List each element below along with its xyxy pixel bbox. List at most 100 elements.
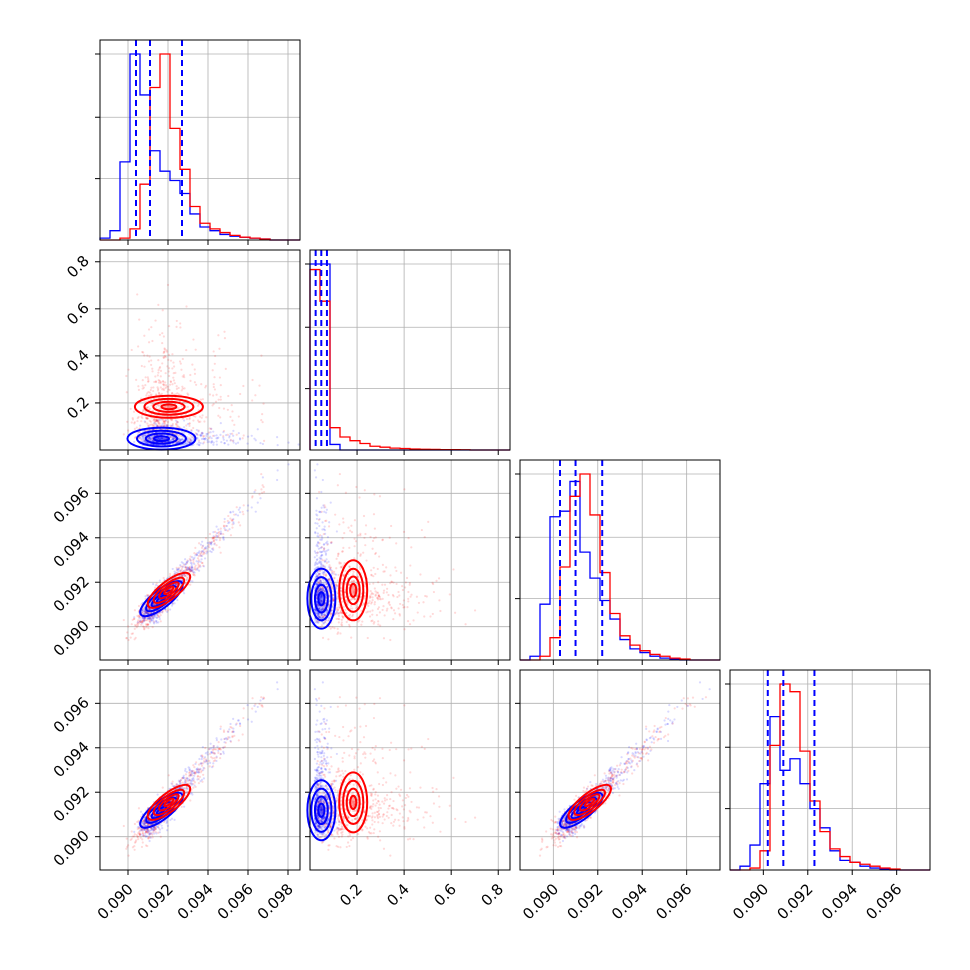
scatter-p1-p2-red-point [146,392,149,395]
scatter-p2-p3-red-point [340,621,343,624]
scatter-p1-p2-red-point [166,283,170,287]
scatter-p2-p3-blue-point [323,529,327,532]
scatter-p1-p4-red-point [180,805,183,808]
scatter-p1-p2-red-point [171,353,174,356]
scatter-p2-p3-red-point [427,520,430,523]
scatter-p1-p2-blue-point [166,424,170,427]
scatter-p2-p3-blue-point [317,547,320,550]
scatter-p1-p3-red-point [133,627,136,630]
scatter-p1-p2-red-point [147,424,150,427]
scatter-p1-p3-red-point [235,506,238,509]
scatter-p1-p3-blue-point [152,617,155,620]
scatter-p1-p4-red-point [192,786,195,789]
scatter-p2-p3-red-point [464,623,467,626]
scatter-p1-p2-red-point [214,354,217,358]
scatter-p1-p2-red-point [192,426,195,430]
scatter-p1-p3-red-point [215,544,218,547]
scatter-p1-p3-blue-point [201,549,204,552]
scatter-p1-p2-red-point [125,374,128,378]
scatter-p1-p2-red-point [201,414,204,417]
scatter-p2-p3-blue-point [315,509,318,512]
scatter-p1-p2-red-point [186,405,189,408]
scatter-p1-p2-red-point [166,423,169,426]
scatter-p1-p2-red-point [231,439,234,443]
scatter-p2-p3-red-point [379,624,382,627]
scatter-p2-p3-red-point [398,614,402,617]
scatter-p1-p2-red-point [213,376,216,379]
scatter-p2-p3-red-point [334,513,337,516]
scatter-p1-p2-blue-point [199,435,203,438]
scatter-p2-p3-red-point [452,568,455,571]
scatter-p2-p3-red-point [348,613,352,616]
scatter-p1-p3-red-point [137,619,140,622]
scatter-p2-p3-blue-point [324,532,327,535]
scatter-p1-p2-blue-point [192,438,195,441]
scatter-p2-p3-red-point [386,587,389,590]
scatter-p1-p2-blue-point [175,441,179,444]
scatter-p1-p3-blue-point [254,510,257,513]
scatter-p2-p3-red-point [410,546,413,549]
scatter-p1-p3-blue-point [148,616,151,620]
scatter-p2-p3-blue-point [330,541,333,545]
scatter-p1-p2-red-point [231,410,234,413]
scatter-p1-p2-red-point [165,350,169,353]
scatter-p2-p3-red-point [383,570,386,573]
scatter-p1-p2-blue-point [195,432,199,436]
scatter-p1-p2-red-point [150,423,153,426]
scatter-p1-p3-blue-point [166,610,169,613]
scatter-p1-p4-red-point [204,746,207,750]
scatter-p2-p3-red-point [353,545,356,548]
scatter-p1-p3-blue-point [136,621,139,624]
scatter-p1-p2-blue-point [206,438,209,442]
scatter-p2-p3-red-point [371,613,374,616]
scatter-p1-p2-red-point [146,376,149,379]
scatter-p1-p2-red-point [149,394,152,397]
scatter-p1-p3-blue-point [146,594,149,598]
scatter-p2-p3-red-point [337,573,340,577]
scatter-p1-p2-red-point [208,437,211,440]
scatter-p1-p2-red-point [169,380,172,383]
scatter-p1-p3-blue-point [256,501,259,504]
scatter-p2-p3-blue-point [324,553,328,556]
scatter-p1-p2-red-point [154,380,158,384]
scatter-p1-p4-red-point [237,739,240,742]
scatter-p1-p2-red-point [146,417,149,420]
scatter-p1-p2-red-point [233,423,236,426]
scatter-p2-p3-red-point [364,592,367,595]
scatter-p1-p4-red-point [141,838,144,841]
scatter-p1-p2-red-point [155,418,158,421]
scatter-p1-p2-red-point [162,350,166,353]
scatter-p1-p2-red-point [213,362,216,365]
scatter-p1-p2-blue-point [201,432,204,435]
scatter-p1-p2-red-point [181,387,184,390]
scatter-p1-p2-red-point [154,375,157,378]
scatter-p2-p3-red-point [431,612,434,616]
scatter-p1-p2-red-point [192,338,195,341]
scatter-p1-p2-red-point [160,392,163,395]
scatter-p1-p2-blue-point [219,422,222,425]
scatter-p1-p2-blue-point [177,441,180,444]
scatter-p1-p3-blue-point [191,580,194,583]
scatter-p1-p2-red-point [223,330,226,333]
scatter-p1-p2-red-point [188,422,191,425]
scatter-p1-p2-blue-point [157,418,161,421]
scatter-p1-p2-blue-point [144,434,147,437]
scatter-p1-p3-blue-point [193,562,196,565]
scatter-p1-p2-blue-point [237,432,240,435]
scatter-p1-p4-red-point [131,835,134,838]
scatter-p2-p3-red-point [371,596,374,599]
scatter-p2-p3-blue-point [327,604,331,607]
scatter-p2-p3-red-point [368,615,372,618]
scatter-p1-p2-red-point [149,423,152,426]
scatter-p1-p2-red-point [176,421,180,424]
scatter-p1-p2-red-point [189,373,192,377]
scatter-p1-p2-red-point [138,318,141,321]
scatter-p1-p3-red-point [122,618,125,622]
scatter-p1-p3-blue-point [139,619,143,622]
scatter-p1-p2-red-point [156,386,159,389]
scatter-p2-p3-red-point [354,598,357,601]
scatter-p2-p3-red-point [337,617,340,620]
scatter-p1-p3-red-point [131,632,135,635]
scatter-p1-p2-red-point [182,374,185,377]
scatter-p1-p3-red-point [260,472,263,476]
